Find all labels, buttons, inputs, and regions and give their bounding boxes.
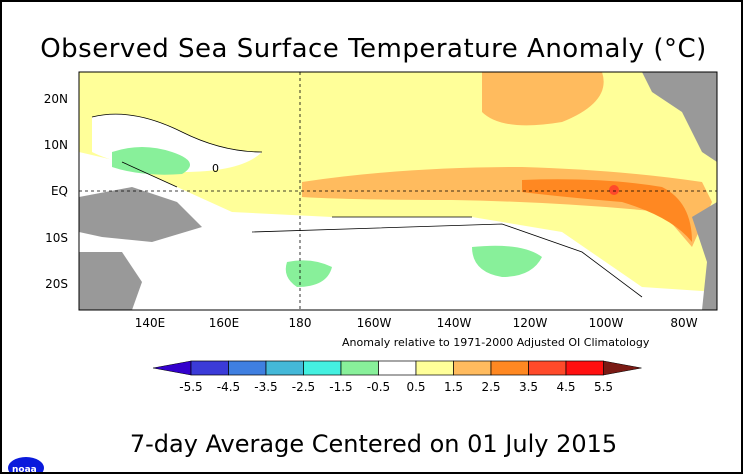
colorbar-tick-label: 2.5 — [481, 380, 501, 394]
colorbar-swatch — [303, 360, 342, 376]
colorbar-tick-label: -2.5 — [291, 380, 316, 394]
colorbar-tick-label: 1.5 — [443, 380, 464, 394]
colorbar-swatch — [453, 360, 492, 376]
land-australia — [79, 252, 142, 310]
svg-text:noaa: noaa — [12, 465, 37, 474]
colorbar-tick-label: -1.5 — [329, 380, 353, 394]
colorbar-tick-label: -3.5 — [254, 380, 278, 394]
cool-anomaly-region — [112, 147, 190, 175]
colorbar — [152, 360, 642, 376]
lon-label: 160W — [356, 316, 392, 330]
colorbar-tick-label: -0.5 — [366, 380, 391, 394]
lat-label: 10N — [43, 138, 68, 152]
lat-label: EQ — [50, 184, 68, 198]
noaa-logo: noaa — [8, 457, 44, 474]
lon-label: 100W — [588, 316, 624, 330]
colorbar-tick-label: 5.5 — [593, 380, 614, 394]
climatology-note: Anomaly relative to 1971-2000 Adjusted O… — [342, 336, 650, 349]
colorbar-swatch — [528, 360, 567, 376]
land-central-america — [642, 72, 717, 162]
colorbar-low-arrow — [152, 360, 192, 376]
very-strong-warm-spot — [609, 185, 619, 195]
lon-label: 140W — [436, 316, 472, 330]
colorbar-tick-label: -5.5 — [179, 380, 203, 394]
zero-contour — [91, 113, 643, 298]
lat-label: 20S — [45, 277, 68, 291]
colorbar-tick-label: 3.5 — [518, 380, 539, 394]
colorbar-swatch — [565, 360, 604, 376]
colorbar-tick-label: 0.5 — [406, 380, 426, 394]
land-maritime-continent — [79, 187, 202, 242]
cool-anomaly-region — [285, 260, 332, 287]
lon-label: 120W — [512, 316, 548, 330]
lon-label: 140E — [134, 316, 166, 330]
colorbar-swatch — [415, 360, 454, 376]
lon-label: 80W — [670, 316, 698, 330]
colorbar-swatch — [190, 360, 229, 376]
neutral-south — [252, 224, 642, 310]
lon-label: 160E — [208, 316, 240, 330]
contour-label: 0 — [212, 162, 219, 175]
lat-label: 10S — [45, 231, 68, 245]
lon-label: 180 — [288, 316, 312, 330]
colorbar-high-arrow — [603, 360, 642, 376]
colorbar-swatch — [378, 360, 417, 376]
cool-anomaly-region — [472, 245, 542, 277]
colorbar-swatch — [340, 360, 379, 376]
strong-warm-core — [522, 179, 692, 242]
lat-label: 20N — [43, 92, 68, 106]
warm-patch-north — [482, 72, 604, 126]
colorbar-tick-label: -4.5 — [216, 380, 241, 394]
figure-title: Observed Sea Surface Temperature Anomaly… — [40, 34, 707, 64]
colorbar-swatch — [265, 360, 304, 376]
land-south-america — [692, 202, 717, 310]
colorbar-swatch — [228, 360, 267, 376]
footer-caption: 7-day Average Centered on 01 July 2015 — [129, 430, 618, 458]
colorbar-swatch — [490, 360, 529, 376]
colorbar-tick-label: 4.5 — [556, 380, 576, 394]
